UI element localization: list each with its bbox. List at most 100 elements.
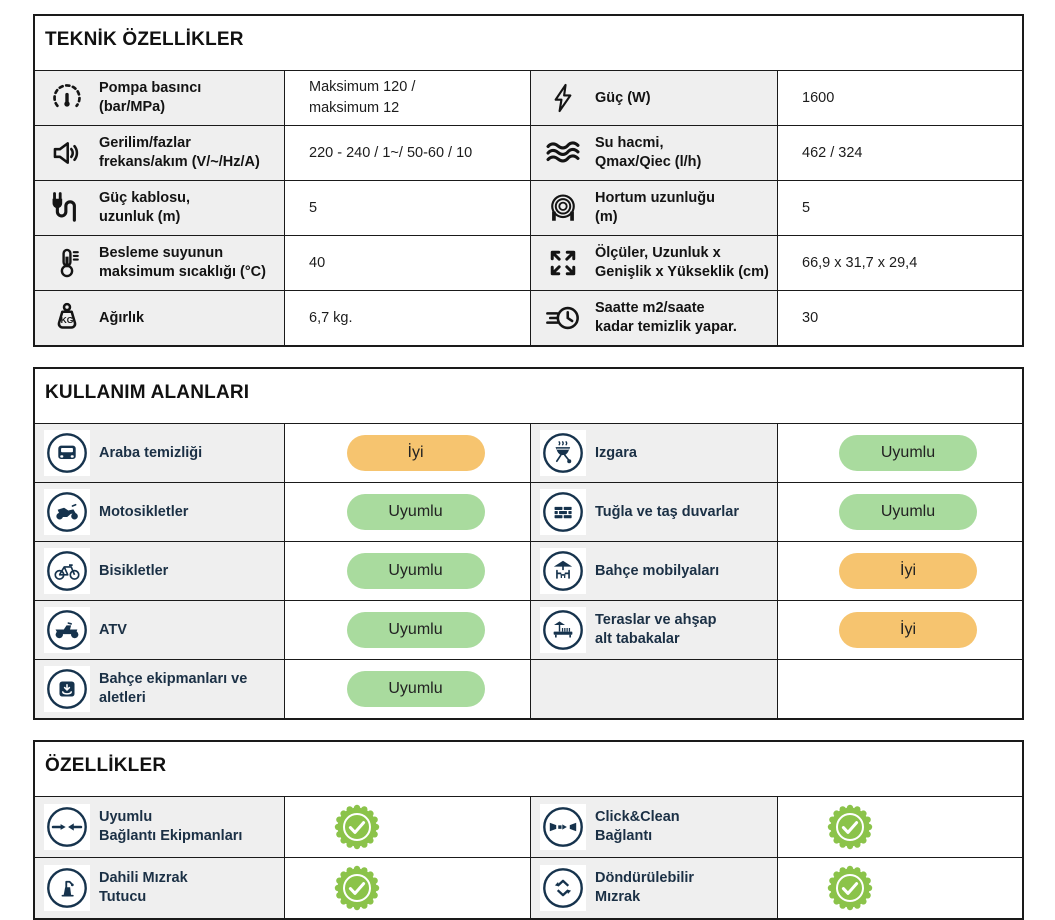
- feature-label-cell: Uyumlu Bağlantı Ekipmanları: [35, 797, 284, 858]
- usage-label-cell: ATV: [35, 601, 284, 660]
- section-title: KULLANIM ALANLARI: [45, 382, 250, 404]
- rating-badge: Uyumlu: [346, 612, 485, 649]
- spec-value: 40: [309, 254, 326, 271]
- spec-value-cell: Maksimum 120 / maksimum 12: [284, 71, 530, 126]
- usage-rating-cell: Uyumlu: [777, 483, 1022, 542]
- usage-rating-cell: Uyumlu: [284, 483, 530, 542]
- usage-label-cell: Bahçe mobilyaları: [530, 542, 777, 601]
- rating-badge: Uyumlu: [346, 494, 485, 531]
- table-row: Bisikletler Uyumlu Bahçe mobilyaları İyi: [35, 541, 1022, 601]
- spec-value: 5: [309, 199, 318, 216]
- spec-label-cell: Güç kablosu, uzunluk (m): [35, 181, 284, 236]
- speaker-icon: [48, 134, 86, 172]
- spec-label: Su hacmi, Qmax/Qiec (l/h): [595, 135, 702, 171]
- spec-label: Besleme suyunun maksimum sıcaklığı (°C): [99, 245, 266, 281]
- rating-badge: Uyumlu: [839, 494, 977, 531]
- spec-label: Hortum uzunluğu (m): [595, 190, 716, 226]
- spec-label-cell: Ölçüler, Uzunluk x Genişlik x Yükseklik …: [530, 236, 777, 291]
- hose-coil-icon: [544, 189, 582, 227]
- spec-label: Gerilim/fazlar frekans/akım (V/~/Hz/A): [99, 135, 260, 171]
- garden-equipment-icon: [44, 666, 90, 713]
- usage-rating-cell: Uyumlu: [777, 424, 1022, 483]
- spec-value: 30: [802, 309, 819, 326]
- table-row: Pompa basıncı (bar/MPa) Maksimum 120 / m…: [35, 71, 1022, 126]
- motorcycle-icon: [44, 489, 90, 536]
- section-title: TEKNİK ÖZELLİKLER: [45, 29, 244, 50]
- features-header: ÖZELLİKLER: [35, 742, 1022, 798]
- spec-value-cell: 5: [284, 181, 530, 236]
- usage-rating-cell-empty: [777, 660, 1022, 719]
- feature-label: Click&Clean Bağlantı: [595, 809, 680, 845]
- spec-label-cell: Saatte m2/saate kadar temizlik yapar.: [530, 291, 777, 346]
- connector-icon: [44, 804, 90, 851]
- atv-icon: [44, 607, 90, 654]
- usage-label-cell: Teraslar ve ahşap alt tabakalar: [530, 601, 777, 660]
- feature-label: Döndürülebilir Mızrak: [595, 870, 695, 906]
- spec-value: Maksimum 120 / maksimum 12: [309, 79, 416, 117]
- usage-label: Tuğla ve taş duvarlar: [595, 503, 739, 520]
- table-row: Bahçe ekipmanları ve aletleri Uyumlu: [35, 659, 1022, 719]
- usage-rating-cell: İyi: [284, 424, 530, 483]
- spec-label-cell: Besleme suyunun maksimum sıcaklığı (°C): [35, 236, 284, 291]
- brick-wall-icon: [540, 489, 586, 536]
- usage-label-cell: Bisikletler: [35, 542, 284, 601]
- feature-check-cell: [284, 858, 530, 919]
- spec-label: Pompa basıncı (bar/MPa): [99, 80, 202, 116]
- dimensions-arrows-icon: [544, 244, 582, 282]
- car-icon: [44, 430, 90, 477]
- table-row: Uyumlu Bağlantı Ekipmanları Click&Clean …: [35, 797, 1022, 858]
- terrace-icon: [540, 607, 586, 654]
- usage-label: Teraslar ve ahşap alt tabakalar: [595, 612, 717, 648]
- feature-check-cell: [777, 797, 1022, 858]
- usage-label: ATV: [99, 621, 127, 638]
- rating-badge: Uyumlu: [346, 671, 485, 708]
- spec-value: 6,7 kg.: [309, 309, 353, 326]
- spec-value: 220 - 240 / 1~/ 50-60 / 10: [309, 144, 473, 161]
- spec-label: Ağırlık: [99, 309, 145, 326]
- usage-label: Bahçe mobilyaları: [595, 562, 720, 579]
- click-clean-icon: [540, 804, 586, 851]
- spec-value-cell: 220 - 240 / 1~/ 50-60 / 10: [284, 126, 530, 181]
- rating-badge: Uyumlu: [346, 553, 485, 590]
- usage-label-cell: Izgara: [530, 424, 777, 483]
- feature-check-cell: [284, 797, 530, 858]
- rating-badge: İyi: [346, 435, 485, 472]
- speed-clock-icon: [544, 299, 582, 337]
- spec-value-cell: 66,9 x 31,7 x 29,4: [777, 236, 1022, 291]
- table-row: Besleme suyunun maksimum sıcaklığı (°C) …: [35, 235, 1022, 291]
- spec-label: Saatte m2/saate kadar temizlik yapar.: [595, 300, 737, 336]
- usage-label-cell: Tuğla ve taş duvarlar: [530, 483, 777, 542]
- table-row: Gerilim/fazlar frekans/akım (V/~/Hz/A) 2…: [35, 125, 1022, 181]
- grill-icon: [540, 430, 586, 477]
- spec-value-cell: 5: [777, 181, 1022, 236]
- svg-text:KG: KG: [61, 315, 74, 325]
- section-title: ÖZELLİKLER: [45, 755, 167, 777]
- feature-label-cell: Click&Clean Bağlantı: [530, 797, 777, 858]
- pressure-washer-icon: [44, 865, 90, 912]
- usage-label-cell-empty: [530, 660, 777, 719]
- rating-badge: Uyumlu: [839, 435, 977, 472]
- rating-badge: İyi: [839, 553, 977, 590]
- check-badge-icon: [826, 864, 874, 912]
- spec-value: 1600: [802, 89, 835, 106]
- spec-value-cell: 462 / 324: [777, 126, 1022, 181]
- spec-label: Ölçüler, Uzunluk x Genişlik x Yükseklik …: [595, 245, 769, 281]
- feature-label: Uyumlu Bağlantı Ekipmanları: [99, 809, 243, 845]
- weight-kg-icon: KG: [48, 299, 86, 337]
- usage-rating-cell: İyi: [777, 601, 1022, 660]
- spec-label-cell: Gerilim/fazlar frekans/akım (V/~/Hz/A): [35, 126, 284, 181]
- usage-rating-cell: İyi: [777, 542, 1022, 601]
- rating-badge: İyi: [839, 612, 977, 649]
- technical-specs-header: TEKNİK ÖZELLİKLER: [35, 16, 1022, 71]
- usage-areas-header: KULLANIM ALANLARI: [35, 369, 1022, 425]
- spec-value-cell: 6,7 kg.: [284, 291, 530, 346]
- usage-label-cell: Motosikletler: [35, 483, 284, 542]
- spec-value: 5: [802, 199, 811, 216]
- spec-value-cell: 40: [284, 236, 530, 291]
- table-row: Dahili Mızrak Tutucu Döndürülebilir Mızr…: [35, 857, 1022, 919]
- usage-label: Izgara: [595, 444, 637, 461]
- feature-label-cell: Dahili Mızrak Tutucu: [35, 858, 284, 919]
- usage-label: Bahçe ekipmanları ve aletleri: [99, 671, 248, 707]
- spec-value: 462 / 324: [802, 144, 863, 161]
